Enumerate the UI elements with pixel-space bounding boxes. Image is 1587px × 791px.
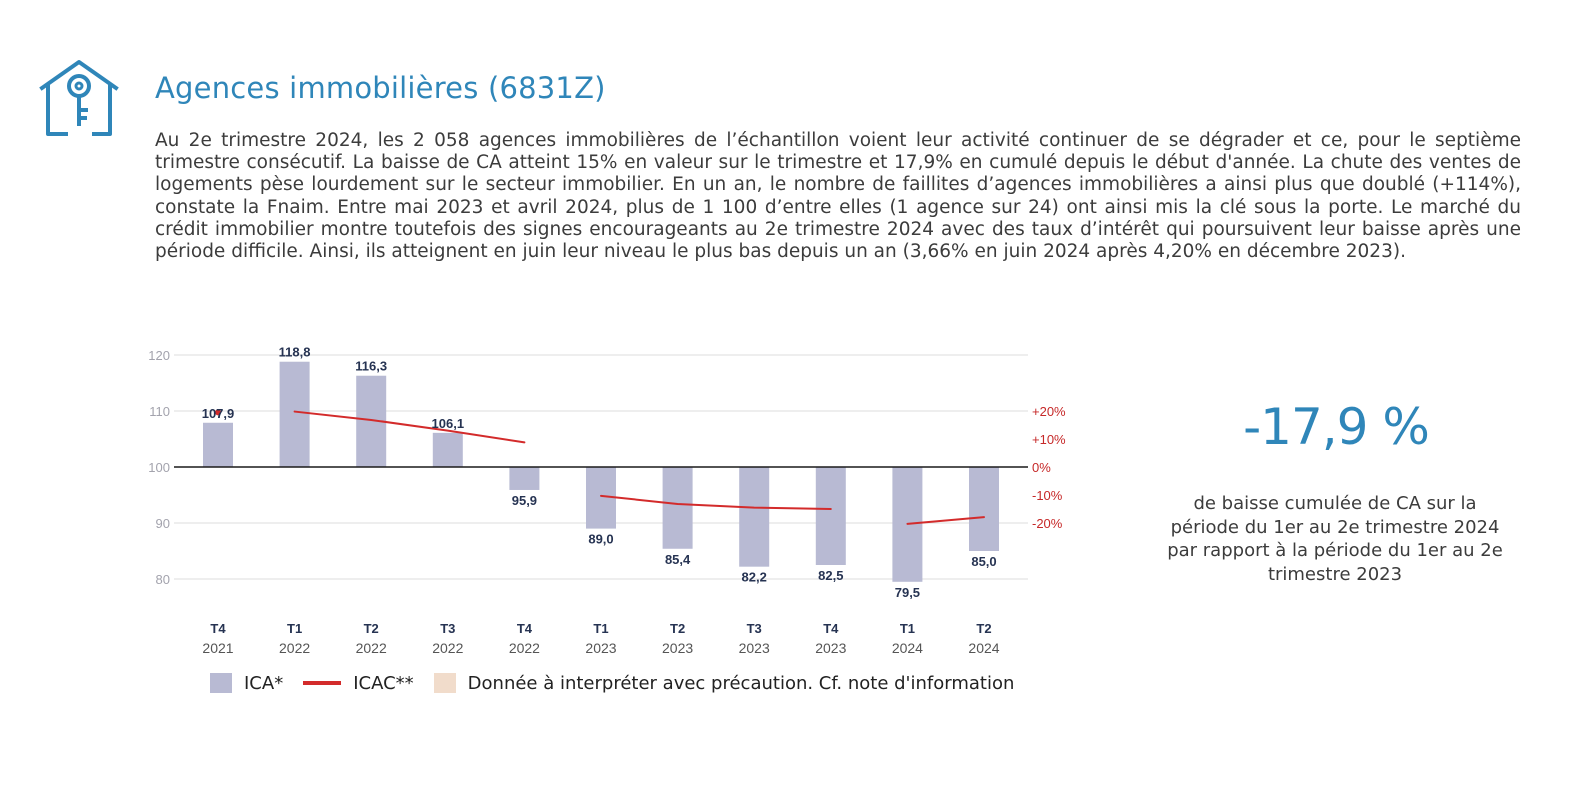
x-axis-year-label: 2023: [662, 640, 693, 656]
page-title: Agences immobilières (6831Z): [155, 71, 606, 105]
bar-value-label: 106,1: [432, 416, 465, 431]
right-axis-tick-label: +10%: [1032, 432, 1066, 447]
x-axis-year-label: 2022: [509, 640, 540, 656]
icac-line-segment: [600, 494, 832, 510]
x-axis-year-label: 2023: [739, 640, 770, 656]
left-axis-tick-label: 90: [156, 516, 170, 531]
legend-item-ica: ICA*: [210, 673, 283, 694]
house-key-icon: [39, 60, 119, 136]
bar-ica: [509, 467, 540, 490]
legend-swatch-caution: [433, 673, 456, 693]
bar-value-label: 79,5: [895, 585, 920, 600]
legend-label-icac: ICAC**: [353, 672, 414, 694]
x-axis-year-label: 2022: [279, 640, 310, 656]
left-axis-tick-label: 100: [148, 460, 170, 475]
bar-ica: [969, 467, 999, 551]
bar-value-label: 85,4: [665, 552, 691, 567]
x-axis-quarter-label: T1: [593, 621, 608, 636]
x-axis-quarter-label: T3: [747, 621, 762, 636]
x-axis-year-label: 2024: [892, 640, 923, 656]
icac-line-segment: [906, 516, 985, 525]
left-axis-tick-label: 120: [148, 348, 170, 363]
bar-value-label: 95,9: [512, 493, 537, 508]
bar-value-label: 107,9: [202, 406, 235, 421]
icac-point: [215, 409, 221, 416]
x-axis-year-label: 2022: [356, 640, 387, 656]
x-axis-year-label: 2024: [968, 640, 999, 656]
x-axis-quarter-label: T2: [670, 621, 685, 636]
bar-ica: [203, 422, 233, 467]
legend-item-caution: Donnée à interpréter avec précaution. Cf…: [433, 672, 1015, 694]
x-axis-quarter-label: T1: [287, 621, 302, 636]
right-axis-tick-label: -10%: [1032, 488, 1063, 503]
x-axis-quarter-label: T1: [900, 621, 915, 636]
left-axis-tick-label: 80: [156, 572, 170, 587]
bar-ica: [815, 467, 846, 565]
x-axis-quarter-label: T2: [364, 621, 379, 636]
right-axis-tick-label: -20%: [1032, 516, 1063, 531]
right-axis-tick-label: +20%: [1032, 404, 1066, 419]
legend-label-caution: Donnée à interpréter avec précaution. Cf…: [467, 672, 1015, 694]
x-axis-year-label: 2021: [202, 640, 233, 656]
x-axis-quarter-label: T3: [440, 621, 455, 636]
x-axis-year-label: 2022: [432, 640, 463, 656]
bar-ica: [739, 467, 770, 567]
legend-item-icac: ICAC**: [303, 672, 414, 694]
bar-value-label: 85,0: [971, 554, 996, 569]
bar-value-label: 89,0: [588, 532, 613, 547]
bar-value-label: 82,2: [742, 570, 767, 585]
right-axis-tick-label: 0%: [1032, 460, 1051, 475]
kpi-caption: de baisse cumulée de CA sur la période d…: [1167, 493, 1503, 585]
legend-swatch-line: [303, 681, 342, 685]
x-axis-quarter-label: T2: [976, 621, 991, 636]
bar-ica: [279, 361, 310, 467]
x-axis-quarter-label: T4: [517, 621, 533, 636]
bar-ica: [432, 432, 463, 467]
legend-swatch-bar: [210, 673, 232, 693]
x-axis-quarter-label: T4: [823, 621, 839, 636]
bar-value-label: 82,5: [818, 568, 843, 583]
ica-icac-chart: 80 90 100 110 120 +20% +10% 0% -10% -20% 107,9 118,…: [148, 345, 1066, 656]
x-axis-year-label: 2023: [585, 640, 616, 656]
x-axis-quarter-label: T4: [210, 621, 226, 636]
legend-label-ica: ICA*: [244, 672, 284, 694]
kpi-value: -17,9 %: [1243, 398, 1430, 456]
x-axis-year-label: 2023: [815, 640, 846, 656]
bar-ica: [662, 467, 693, 549]
intro-paragraph: Au 2e trimestre 2024, les 2 058 agences …: [155, 130, 1521, 263]
chart-legend: ICA* ICAC** Donnée à interpréter avec pr…: [210, 670, 1034, 696]
icac-line-segment: [293, 410, 526, 444]
left-axis-tick-label: 110: [149, 404, 170, 419]
bar-value-label: 118,8: [279, 345, 311, 360]
bar-value-label: 116,3: [355, 359, 387, 374]
